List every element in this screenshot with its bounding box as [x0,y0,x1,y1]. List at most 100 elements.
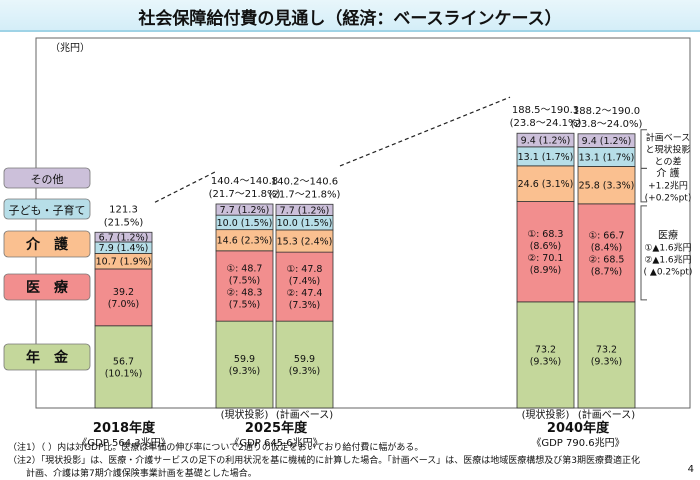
data-label-pension: 56.7 [113,356,134,367]
data-label-medical: ①: 66.7 [589,230,625,241]
note-3: 計画、介護は第7期介護保険事業計画を基礎とした場合。 [8,469,257,479]
data-label-child: 7.9 (1.4%) [99,243,149,254]
data-label-other: 9.4 (1.2%) [582,136,632,147]
bar-sublabel: (現状投影) [221,408,269,421]
data-label-medical: (7.5%) [229,299,261,310]
legend-other [3,167,91,189]
bar-sublabel: (計画ベース) [578,408,635,421]
data-label-child: 10.0 (1.5%) [217,218,273,229]
bar-sublabel: (計画ベース) [276,408,333,421]
data-label-other: 9.4 (1.2%) [521,136,571,147]
data-label-medical: 39.2 [113,287,134,298]
bar-segment-pension [516,301,575,409]
data-label-child: 13.1 (1.7%) [518,152,574,163]
bar-segment-other [516,132,575,148]
bar-segment-medical [215,250,274,322]
legend-label-child: 子ども・子育て [9,203,86,217]
total-label: 140.2～140.6 [271,176,338,187]
data-label-medical: ①: 68.3 [528,229,564,240]
legend-pension [3,343,91,371]
data-label-medical: (7.5%) [229,275,261,286]
bar-segment-other [577,133,636,148]
data-label-pension: 73.2 [596,344,617,355]
bar-segment-pension [215,320,274,409]
page-title: 社会保障給付費の見通し（経済：ベースラインケース） [138,9,562,29]
bar-segment-pension [577,301,636,409]
data-label-medical: (8.9%) [530,265,562,276]
data-label-medical: ②: 68.5 [589,254,625,265]
annotation-text-other: と現状投影 [645,144,690,156]
total-label: 188.5～190.3 [512,105,579,116]
bar-segment-other [215,203,274,216]
legend-label-other: その他 [31,173,64,186]
data-label-pension: (10.1%) [105,368,143,379]
bar-segment-medical [94,268,153,327]
data-label-care: 15.3 (2.4%) [277,237,333,248]
bar-segment-pension [275,320,334,409]
trend-connector [339,96,511,167]
legend-child [3,198,91,220]
annotation-text-medical: ( ▲0.2%pt) [644,267,693,277]
annotation-text-medical: 医療 [658,228,678,241]
total-label: 140.4～140.8 [211,176,278,187]
plot-frame [35,37,691,409]
annotation-bracket [640,167,647,203]
data-label-medical: (7.0%) [108,299,140,310]
bar-segment-care [516,165,575,202]
note-1: （注1）（ ）内は対GDP比。医療は単価の伸び率について2通りの仮定をおいており… [8,443,424,453]
data-label-pension: (9.3%) [591,356,623,367]
data-label-care: 25.8 (3.3%) [579,181,635,192]
data-label-pension: (9.3%) [229,366,261,377]
note-2: （注2）「現状投影」は、医療・介護サービスの足下の利用状況を基に機械的に計算した… [8,456,641,466]
total-ratio-label: (23.8～24.0%) [571,119,643,130]
legend-care [3,230,91,258]
total-ratio-label: (21.5%) [104,217,144,228]
total-label: 188.2～190.0 [573,106,640,117]
data-label-care: 14.6 (2.3%) [217,236,273,247]
legend-label-pension: 年 金 [26,349,69,366]
gdp-label: 《GDP 790.6兆円》 [531,437,624,449]
year-label: 2025年度 [245,420,308,436]
year-label: 2040年度 [547,420,610,436]
data-label-pension: (9.3%) [530,356,562,367]
annotation-text-care: (+0.2%pt) [645,194,692,204]
gdp-label: 《GDP 564.3兆円》 [77,437,170,449]
data-label-care: 10.7 (1.9%) [96,257,152,268]
bar-segment-other [94,231,153,243]
data-label-child: 13.1 (1.7%) [579,152,635,163]
legend-label-care: 介 護 [25,236,69,253]
annotation-text-care: 介 護 [656,167,679,180]
annotation-text-care: +1.2兆円 [648,181,688,192]
data-label-medical: ①: 48.7 [227,263,263,274]
data-label-pension: 73.2 [535,344,556,355]
annotation-text-other: との差 [655,156,682,168]
annotation-text-other: 計画ベース [646,132,691,144]
data-label-medical: (8.4%) [591,242,623,253]
data-label-medical: (7.3%) [289,300,321,311]
total-ratio-label: (23.8～24.1%) [510,118,582,129]
unit-label: （兆円） [50,42,90,54]
annotation-bracket [640,205,647,301]
data-label-other: 6.7 (1.2%) [99,233,149,244]
bar-segment-medical [275,251,334,322]
data-label-child: 10.0 (1.5%) [277,218,333,229]
data-label-pension: (9.3%) [289,366,321,377]
data-label-medical: (7.4%) [289,276,321,287]
bar-sublabel: (現状投影) [522,408,570,421]
year-label: 2018年度 [93,420,156,436]
bar-segment-medical [577,203,636,303]
gdp-label: 《GDP 645.6兆円》 [229,437,322,449]
data-label-pension: 59.9 [294,354,315,365]
data-label-other: 7.7 (1.2%) [220,205,270,216]
data-label-medical: ①: 47.8 [287,264,323,275]
data-label-medical: ②: 48.3 [227,287,263,298]
data-label-medical: ②: 70.1 [528,253,564,264]
trend-connector [154,171,216,203]
bar-segment-medical [516,201,575,303]
annotation-text-medical: ①▲1.6兆円 [644,242,691,253]
legend-label-medical: 医 療 [26,279,69,296]
data-label-medical: (8.7%) [591,266,623,277]
bar-segment-care [577,166,636,205]
total-ratio-label: (21.7～21.8%) [269,189,341,200]
